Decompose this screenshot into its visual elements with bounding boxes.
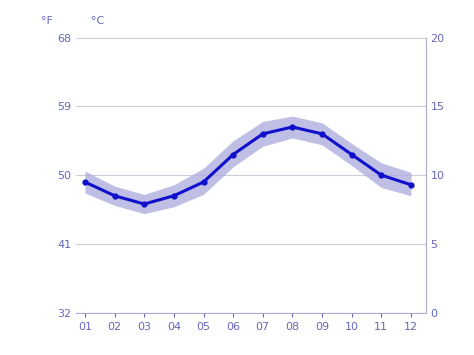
Text: °F: °F <box>41 16 53 26</box>
Text: °C: °C <box>91 16 104 26</box>
